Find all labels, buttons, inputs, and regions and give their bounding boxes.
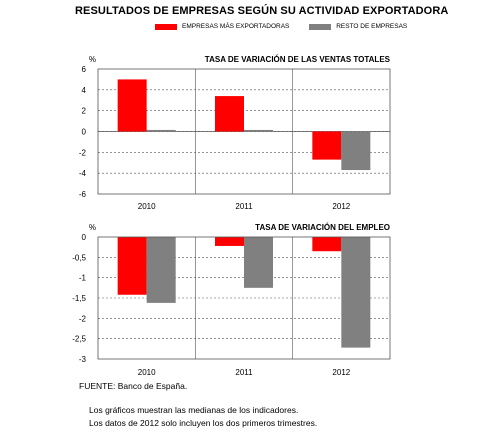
- y-tick-label: -4: [79, 169, 87, 178]
- legend: EMPRESAS MÁS EXPORTADORAS RESTO DE EMPRE…: [155, 23, 425, 32]
- y-tick-label: 4: [82, 86, 87, 95]
- bar-exporters: [215, 96, 244, 132]
- bar-rest: [244, 237, 273, 288]
- y-tick-label: -2,5: [72, 335, 86, 344]
- y-tick-label: -1,5: [72, 294, 86, 303]
- bar-rest: [146, 237, 176, 303]
- legend-label-exporters: EMPRESAS MÁS EXPORTADORAS: [182, 23, 290, 30]
- bar-exporters: [312, 237, 342, 252]
- x-tick-label: 2010: [138, 368, 156, 377]
- y-tick-label: -1: [79, 274, 87, 283]
- x-tick-label: 2011: [235, 368, 253, 377]
- legend-item-exporters: EMPRESAS MÁS EXPORTADORAS: [155, 23, 289, 30]
- y-tick-label: 6: [82, 65, 87, 74]
- y-tick-label: -2: [79, 148, 87, 157]
- x-tick-label: 2012: [332, 368, 350, 377]
- bar-exporters: [312, 131, 342, 160]
- y-tick-label: -2: [79, 314, 87, 323]
- legend-item-rest: RESTO DE EMPRESAS: [309, 23, 407, 30]
- y-unit-label: %: [89, 55, 96, 64]
- bar-rest: [146, 129, 176, 132]
- footnote-2012: Los datos de 2012 solo incluyen los dos …: [89, 418, 318, 428]
- y-tick-label: 0: [82, 128, 87, 137]
- y-tick-label: 0: [82, 233, 87, 242]
- chart-title: TASA DE VARIACIÓN DE LAS VENTAS TOTALES: [205, 55, 391, 64]
- figure-title: RESULTADOS DE EMPRESAS SEGÚN SU ACTIVIDA…: [75, 5, 449, 17]
- bar-rest: [341, 237, 371, 348]
- legend-label-rest: RESTO DE EMPRESAS: [336, 23, 408, 30]
- y-tick-label: -6: [79, 190, 87, 199]
- y-tick-label: -0,5: [72, 253, 86, 262]
- x-tick-label: 2010: [138, 202, 156, 211]
- plot-frame: [97, 68, 391, 195]
- y-unit-label: %: [89, 223, 96, 232]
- legend-swatch-rest: [309, 23, 332, 30]
- bar-exporters: [117, 79, 147, 132]
- plot-frame: [97, 236, 391, 360]
- y-tick-label: 2: [82, 107, 87, 116]
- chart-title: TASA DE VARIACIÓN DEL EMPLEO: [255, 223, 390, 232]
- footnote-medians: Los gráficos muestran las medianas de lo…: [89, 405, 299, 415]
- y-tick-label: -3: [79, 355, 87, 364]
- bar-rest: [244, 129, 273, 132]
- bar-exporters: [215, 237, 244, 246]
- x-tick-label: 2011: [235, 202, 253, 211]
- legend-swatch-exporters: [155, 23, 177, 30]
- source-note: FUENTE: Banco de España.: [79, 381, 188, 391]
- bar-exporters: [117, 237, 147, 295]
- x-tick-label: 2012: [332, 202, 350, 211]
- bar-rest: [341, 131, 371, 171]
